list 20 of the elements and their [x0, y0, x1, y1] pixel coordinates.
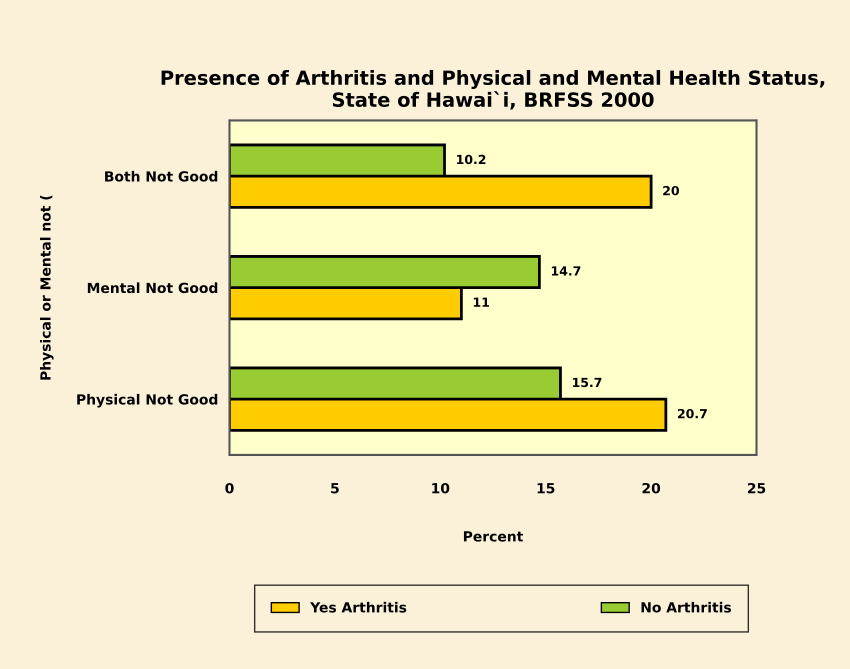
- legend-label: No Arthritis: [642, 602, 732, 613]
- x-axis-title: Percent: [464, 531, 523, 542]
- data-label: 20: [663, 186, 680, 196]
- x-tick-label: 10: [432, 482, 450, 494]
- x-tick-label: 0: [225, 482, 234, 494]
- y-tick-label: Physical Not Good: [77, 394, 218, 408]
- data-label: 20.7: [678, 408, 707, 418]
- x-tick-label: 20: [642, 482, 660, 494]
- data-label: 14.7: [552, 266, 580, 276]
- data-label: 15.7: [572, 378, 602, 388]
- x-tick-label: 5: [331, 483, 339, 494]
- y-tick-label: Both Not Good: [105, 170, 218, 182]
- data-label: 11: [474, 298, 490, 307]
- legend-label: Yes Arthritis: [310, 602, 406, 613]
- data-label: 10.2: [457, 154, 486, 164]
- x-tick-label: 25: [748, 482, 766, 494]
- y-axis-title: Physical or Mental not (: [40, 196, 54, 380]
- y-tick-label: Mental Not Good: [88, 282, 218, 294]
- x-tick-label: 15: [538, 483, 554, 494]
- chart-title: Presence of Arthritis and Physical and Mental Health Status, State of Hawai`i, BRFSS 2000: [162, 70, 824, 110]
